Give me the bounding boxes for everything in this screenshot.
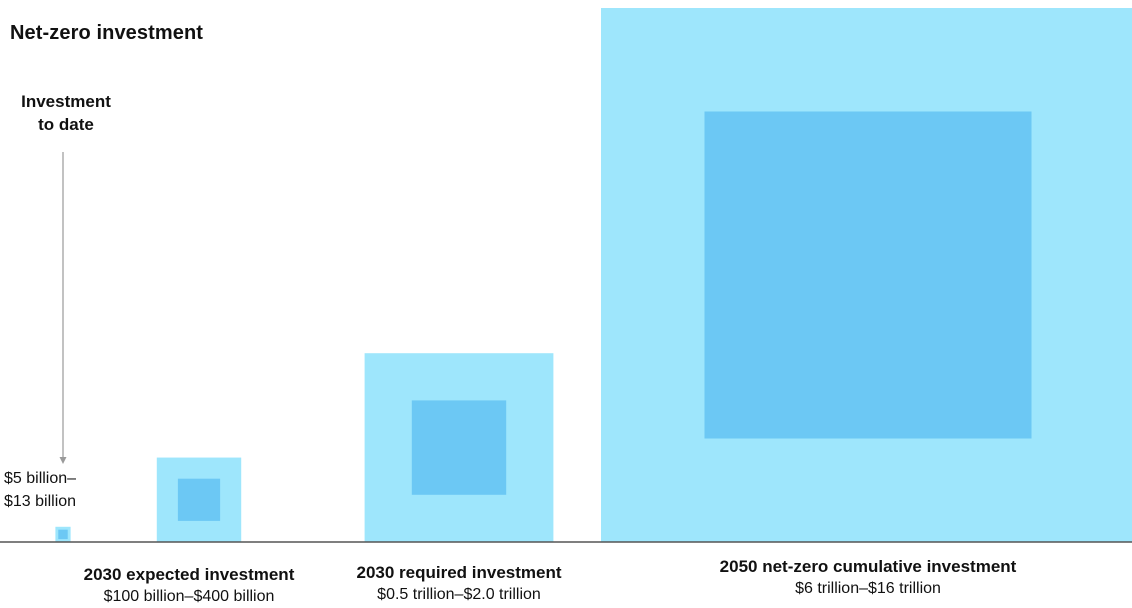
callout-arrow-head	[59, 457, 67, 464]
category-name: 2050 net-zero cumulative investment	[719, 557, 1017, 576]
category-range: $6 trillion–$16 trillion	[795, 580, 941, 597]
category-range: $100 billion–$400 billion	[103, 588, 275, 605]
callout-label-line1: Investment	[21, 92, 111, 111]
callout-value: $5 billion– $13 billion	[0, 467, 124, 513]
category-name: 2030 required investment	[356, 563, 562, 582]
category-label-2030-required: 2030 required investment $0.5 trillion–$…	[356, 562, 561, 606]
callout-value-line1: $5 billion–	[4, 470, 77, 487]
chart-title: Net-zero investment	[10, 22, 204, 44]
category-range: $0.5 trillion–$2.0 trillion	[377, 586, 541, 603]
callout-label-line2: to date	[38, 115, 94, 134]
chart-squares	[55, 8, 1132, 542]
callout-value-line2: $13 billion	[4, 493, 77, 510]
square-inner-investment-to-date	[58, 529, 68, 540]
callout-label: Investment to date	[6, 90, 126, 136]
square-inner-2030-required	[411, 400, 507, 495]
square-inner-2030-expected	[177, 478, 221, 521]
square-inner-2050-net-zero	[704, 111, 1032, 439]
category-label-2030-expected: 2030 expected investment $100 billion–$4…	[84, 564, 295, 608]
category-label-2050-net-zero: 2050 net-zero cumulative investment $6 t…	[720, 556, 1017, 600]
category-name: 2030 expected investment	[83, 565, 295, 584]
